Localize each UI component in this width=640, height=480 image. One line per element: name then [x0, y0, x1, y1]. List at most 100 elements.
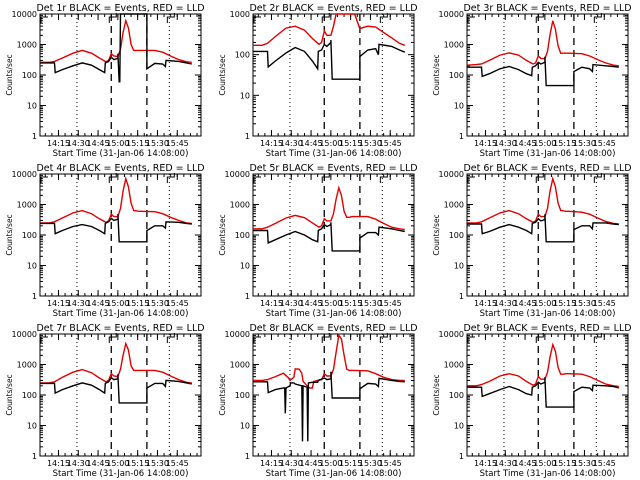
x-tick-label: 15:45 [593, 459, 616, 468]
y-tick-label: 100 [449, 71, 464, 80]
events-series-line [40, 13, 192, 83]
bracket-marker [40, 16, 48, 23]
y-tick-label: 10000 [225, 170, 250, 179]
bracket-marker [593, 173, 602, 183]
y-tick-label: 10 [27, 422, 37, 431]
x-tick-label: 15:30 [359, 139, 382, 148]
bracket-marker [535, 13, 544, 23]
x-tick-label: 14:30 [494, 299, 517, 308]
lld-series-line [467, 176, 619, 225]
bracket-marker [253, 176, 261, 183]
x-tick-label: 15:30 [573, 459, 596, 468]
panel-title: Det 7r BLACK = Events, RED = LLD [36, 323, 204, 334]
events-series-line [467, 214, 619, 243]
y-tick-label: 100 [235, 391, 250, 400]
x-tick-label: 15:30 [359, 299, 382, 308]
x-axis-label: Start Time (31-Jan-06 14:08:00) [266, 149, 402, 159]
x-axis-label: Start Time (31-Jan-06 14:08:00) [480, 469, 616, 479]
x-tick-label: 15:30 [359, 459, 382, 468]
y-tick-label: 1000 [17, 41, 37, 50]
y-tick-label: 1 [459, 452, 464, 461]
y-tick-label: 100 [449, 231, 464, 240]
x-tick-label: 15:00 [106, 299, 129, 308]
y-axis-label: Counts/sec [5, 214, 14, 255]
events-series-line [253, 371, 405, 442]
events-series-line [253, 39, 406, 80]
bracket-marker [166, 333, 175, 343]
x-tick-label: 14:15 [260, 299, 283, 308]
x-tick-label: 14:15 [47, 299, 70, 308]
events-series-line [40, 374, 192, 404]
y-tick-label: 10 [27, 102, 37, 111]
bracket-marker [253, 336, 261, 343]
lld-series-line [253, 13, 406, 46]
x-tick-label: 14:15 [260, 139, 283, 148]
panel-title: Det 8r BLACK = Events, RED = LLD [249, 323, 417, 334]
y-axis-label: Counts/sec [5, 374, 14, 415]
x-tick-label: 15:30 [573, 299, 596, 308]
y-tick-label: 1 [245, 132, 250, 141]
x-tick-label: 14:45 [300, 459, 323, 468]
y-axis-label: Counts/sec [432, 54, 441, 95]
bracket-marker [166, 173, 175, 183]
y-tick-label: 10 [454, 262, 464, 271]
panel-title: Det 9r BLACK = Events, RED = LLD [463, 323, 631, 334]
x-tick-label: 15:00 [319, 139, 342, 148]
plot-frame [39, 333, 202, 457]
x-tick-label: 15:30 [146, 459, 169, 468]
bracket-marker [40, 336, 48, 343]
bracket-marker [166, 13, 175, 23]
x-tick-label: 15:45 [593, 299, 616, 308]
x-tick-label: 14:45 [514, 139, 537, 148]
bracket-marker [593, 13, 602, 23]
plot-frame [466, 13, 629, 137]
bracket-marker [108, 173, 117, 183]
plot-frame [466, 333, 629, 457]
x-tick-label: 14:15 [260, 459, 283, 468]
plot-frame [252, 13, 415, 137]
x-tick-label: 15:45 [166, 299, 189, 308]
y-axis-label: Counts/sec [218, 374, 227, 415]
bracket-marker [467, 176, 475, 183]
bracket-marker [321, 13, 330, 23]
y-tick-label: 10000 [12, 10, 37, 19]
y-axis-label: Counts/sec [5, 54, 14, 95]
bracket-marker [379, 173, 388, 183]
y-axis-label: Counts/sec [432, 374, 441, 415]
x-tick-label: 14:45 [87, 139, 110, 148]
plot-frame [466, 173, 629, 297]
plot-frame [39, 173, 202, 297]
y-tick-label: 10000 [439, 170, 464, 179]
panel-title: Det 3r BLACK = Events, RED = LLD [463, 3, 631, 14]
panel-det-7: Det 7r BLACK = Events, RED = LLD 1 10 100 10… [5, 323, 205, 479]
lld-series-line [40, 176, 192, 225]
panel-det-1: Det 1r BLACK = Events, RED = LLD 1 10 100 10… [5, 3, 205, 159]
plot-frame [252, 333, 415, 457]
y-tick-label: 100 [235, 51, 250, 60]
y-tick-label: 100 [22, 391, 37, 400]
y-tick-label: 10 [454, 422, 464, 431]
y-tick-label: 1000 [17, 201, 37, 210]
panel-title: Det 4r BLACK = Events, RED = LLD [36, 163, 204, 174]
y-tick-label: 10000 [12, 330, 37, 339]
panel-title: Det 5r BLACK = Events, RED = LLD [249, 163, 417, 174]
y-tick-label: 10 [240, 91, 250, 100]
lld-series-line [253, 333, 405, 389]
bracket-marker [535, 173, 544, 183]
y-tick-label: 10 [454, 102, 464, 111]
panel-det-2: Det 2r BLACK = Events, RED = LLD 1 10 100 10… [218, 3, 418, 159]
x-axis-label: Start Time (31-Jan-06 14:08:00) [53, 149, 189, 159]
y-tick-label: 1000 [230, 10, 250, 19]
y-tick-label: 100 [22, 231, 37, 240]
x-tick-label: 15:15 [553, 459, 576, 468]
x-axis-label: Start Time (31-Jan-06 14:08:00) [266, 469, 402, 479]
panel-title: Det 6r BLACK = Events, RED = LLD [463, 163, 631, 174]
y-axis-label: Counts/sec [432, 214, 441, 255]
x-tick-label: 15:45 [593, 139, 616, 148]
x-tick-label: 14:15 [474, 459, 497, 468]
x-axis-label: Start Time (31-Jan-06 14:08:00) [480, 309, 616, 319]
x-tick-label: 14:45 [514, 299, 537, 308]
x-tick-label: 15:45 [379, 299, 402, 308]
bracket-marker [321, 173, 330, 183]
y-tick-label: 1 [32, 292, 37, 301]
